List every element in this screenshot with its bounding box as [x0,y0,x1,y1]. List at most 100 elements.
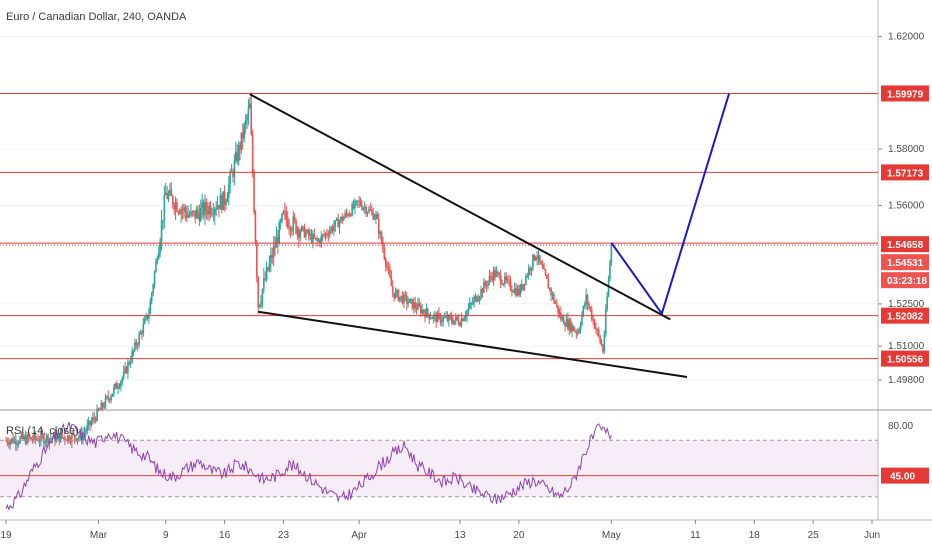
candle-body [456,316,459,320]
time-axis: 19 Mar 9 16 23 Apr 13 20 May 11 18 25 Jun [0,520,880,541]
candle-body [278,222,281,244]
rsi-value-label: 45.00 [890,472,915,483]
candle-body [526,275,529,277]
candle-body [382,242,384,250]
candle-body [480,289,482,298]
candle-body [553,294,555,303]
candle-body [410,298,412,300]
candle-body [5,440,7,442]
candle-body [122,371,125,378]
candle-body [190,211,192,216]
candle-body [386,266,388,268]
candle-body [143,318,146,324]
candle-body [30,437,33,440]
candle-body [73,434,76,439]
candle-body [342,217,345,221]
candle-body [31,439,34,441]
candle-body [362,207,365,210]
candle-body [470,303,473,305]
candle-body [347,213,349,216]
candle-body [314,237,317,239]
candle-body [321,234,324,236]
candle-body [128,362,131,364]
candle-body [532,254,534,268]
candle-body [411,298,414,309]
candle-body [578,329,580,333]
candle-body [498,272,501,275]
candle-body [576,332,579,334]
candle-body [87,420,90,425]
candle-body [471,303,474,305]
candle-body [564,324,566,327]
rsi-pane: 80.00 45.00 [0,421,929,511]
candle-body [592,319,594,321]
candle-body [237,145,240,162]
candle-body [41,433,44,436]
candle-body [86,424,89,431]
candle-body [306,230,309,233]
rsi-title: RSI (14, close) [6,425,79,437]
candle-body [567,318,569,329]
candle-body [289,227,292,232]
candle-body [513,288,516,293]
candle-body [497,272,499,274]
candle-body [558,312,561,314]
time-tick-label: 11 [690,530,701,541]
candle-body [431,318,433,320]
candle-body [167,194,170,199]
candle-body [380,232,383,243]
candle-body [459,324,461,326]
candle-body [125,367,128,374]
candle-body [72,434,75,436]
candle-body [537,255,540,260]
candle-body [85,430,87,433]
candle-body [213,209,216,215]
candle-body [491,277,494,281]
time-tick-label: 13 [454,530,466,541]
candle-body [464,316,467,319]
candle-body [260,301,262,305]
candle-body [184,207,187,213]
candle-body [254,211,257,243]
price-tick-label: 1.56000 [888,200,925,211]
candle-body [83,432,86,435]
candle-body [149,301,152,314]
candle-body [376,214,379,219]
candle-body [462,318,464,321]
candle-body [369,209,372,211]
candle-body [240,132,243,151]
candle-body [8,443,10,445]
price-axis: 1.62000 1.58000 1.56000 1.52500 1.51000 1.498… [878,32,929,386]
candle-body [201,202,203,209]
candle-body [443,317,446,319]
candle-body [508,279,510,281]
candle-body [441,321,443,323]
candle-body [118,386,121,388]
candle-body [62,437,65,439]
candle-body [97,408,100,411]
candle-body [546,274,548,280]
candle-body [401,295,404,304]
candle-body [337,218,339,228]
candle-body [320,235,323,244]
candle-body [141,332,143,334]
candle-body [384,258,387,267]
rsi-value-box [881,467,929,484]
candle-body [504,276,506,284]
candle-body [9,441,12,445]
candle-body [557,305,559,314]
candle-body [89,420,91,425]
price-tick-label: 1.51000 [888,341,925,352]
candle-body [160,220,163,242]
candle-body [452,321,454,324]
candle-body [205,202,208,211]
candle-body [250,103,253,135]
candle-body [195,209,198,219]
candle-body [512,291,515,293]
candle-body [324,233,327,236]
candle-body [582,306,585,316]
candle-body [484,282,487,286]
price-level-box [881,164,929,181]
candle-body [236,151,239,162]
candle-body [298,229,300,238]
